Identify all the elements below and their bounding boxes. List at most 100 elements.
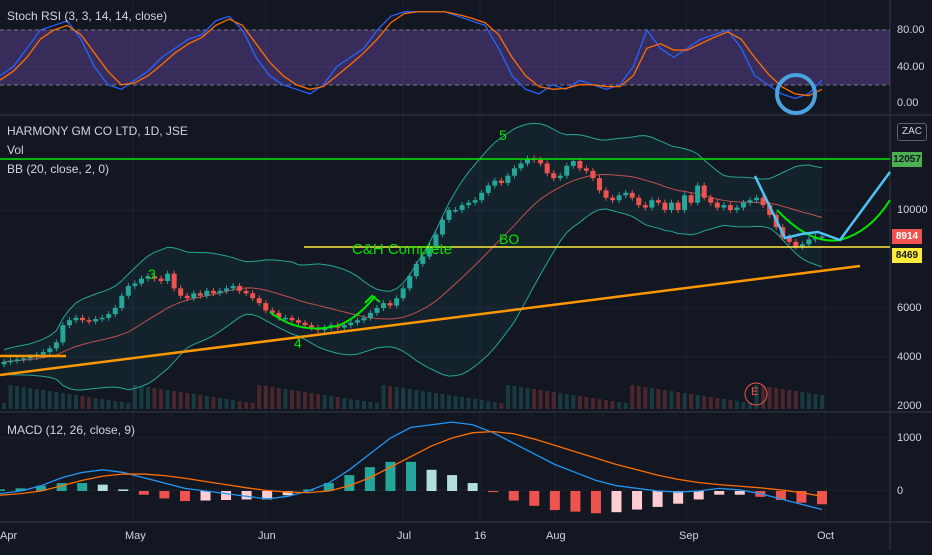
volume-bar <box>60 393 65 409</box>
volume-bar <box>237 401 242 409</box>
volume-bar <box>329 396 334 409</box>
macd-hist-bar <box>508 491 519 501</box>
volume-bar <box>695 395 700 409</box>
x-tick: Jun <box>258 530 276 542</box>
candle-body <box>570 161 576 166</box>
candle-body <box>354 320 360 323</box>
candle-body <box>289 317 295 321</box>
volume-bar <box>250 403 255 409</box>
stoch-title: Stoch RSI (3, 3, 14, 14, close) <box>7 9 168 23</box>
candle-body <box>112 308 118 315</box>
volume-bar <box>15 386 20 409</box>
candle-body <box>295 320 301 323</box>
macd-hist-bar <box>632 491 643 510</box>
volume-bar <box>453 396 458 409</box>
macd-hist-bar <box>77 483 88 491</box>
x-tick: May <box>125 530 146 542</box>
candle-body <box>453 210 459 212</box>
candle-body <box>740 202 746 208</box>
candle-body <box>263 303 269 311</box>
volume-bar <box>303 392 308 409</box>
symbol-title: HARMONY GM CO LTD, 1D, JSE <box>7 124 188 138</box>
candle-body <box>14 359 20 361</box>
volume-bar <box>231 400 236 409</box>
candle-body <box>374 308 380 313</box>
grid <box>0 0 890 520</box>
candle-body <box>367 312 373 318</box>
candle-body <box>158 278 164 282</box>
candle-body <box>623 192 629 196</box>
volume-bar <box>204 396 209 409</box>
candle-body <box>557 175 563 179</box>
candle-body <box>348 322 354 326</box>
volume-bar <box>525 388 530 409</box>
macd-histogram <box>0 461 827 514</box>
x-tick: Jul <box>397 530 412 542</box>
x-tick: Aug <box>546 530 566 542</box>
candle-body <box>819 236 825 239</box>
bb-fill <box>4 123 822 391</box>
volume-bar <box>604 400 609 409</box>
candle-body <box>407 276 413 289</box>
candle-body <box>184 295 190 299</box>
volume-bar <box>499 403 504 409</box>
candle-body <box>793 241 799 247</box>
volume-bar <box>754 385 759 409</box>
macd-hist-bar <box>97 484 108 491</box>
candle-body <box>400 288 406 299</box>
candle-body <box>511 168 517 176</box>
volume-bar <box>806 393 811 409</box>
candle-body <box>714 202 720 208</box>
macd-hist-bar <box>15 488 26 491</box>
volume-bar <box>296 391 301 409</box>
candle-body <box>8 360 14 363</box>
volume-bar <box>289 390 294 409</box>
volume-bar <box>551 392 556 409</box>
macd-hist-bar <box>221 491 232 501</box>
volume-bar <box>446 395 451 409</box>
volume-bar <box>47 391 52 409</box>
volume-bar <box>440 394 445 409</box>
volume-bar <box>414 390 419 409</box>
volume-bar <box>702 396 707 409</box>
vol-label: Vol <box>7 143 24 157</box>
macd-hist-bar <box>467 483 478 491</box>
volume-bar <box>676 392 681 409</box>
stoch-d-line <box>0 11 823 97</box>
macd-hist-bar <box>529 491 540 506</box>
volume-bar <box>54 392 59 409</box>
candle-body <box>381 303 387 308</box>
candle-body <box>243 290 249 294</box>
x-tick: Apr <box>0 530 18 542</box>
volume-bar <box>708 397 713 409</box>
stoch-tick: 80.00 <box>897 24 925 36</box>
candle-body <box>682 195 688 210</box>
macd-hist-bar <box>817 491 827 505</box>
earnings-label: E <box>751 386 759 398</box>
volume-bar <box>407 389 412 409</box>
candle-body <box>426 246 432 257</box>
volume-bar <box>793 391 798 409</box>
bb-upper <box>3 122 823 351</box>
volume-bar <box>257 385 262 409</box>
candle-body <box>230 285 236 289</box>
volume-bar <box>427 392 432 409</box>
volume-bar <box>466 398 471 409</box>
volume-bar <box>597 399 602 409</box>
macd-line <box>0 421 823 511</box>
candle-body <box>629 192 635 198</box>
resistance-price-tag: 12057 <box>892 152 922 167</box>
macd-hist-bar <box>652 491 663 507</box>
candle-body <box>86 320 92 322</box>
candle-body <box>610 197 616 201</box>
wave-4-label: 4 <box>294 335 302 351</box>
volume-bar <box>381 385 386 409</box>
macd-hist-bar <box>673 491 684 504</box>
candle-body <box>525 158 531 164</box>
volume-bar <box>545 391 550 409</box>
currency-toggle[interactable]: ZAC <box>897 123 927 141</box>
candle-body <box>53 342 59 349</box>
macd-hist-bar <box>262 491 273 500</box>
